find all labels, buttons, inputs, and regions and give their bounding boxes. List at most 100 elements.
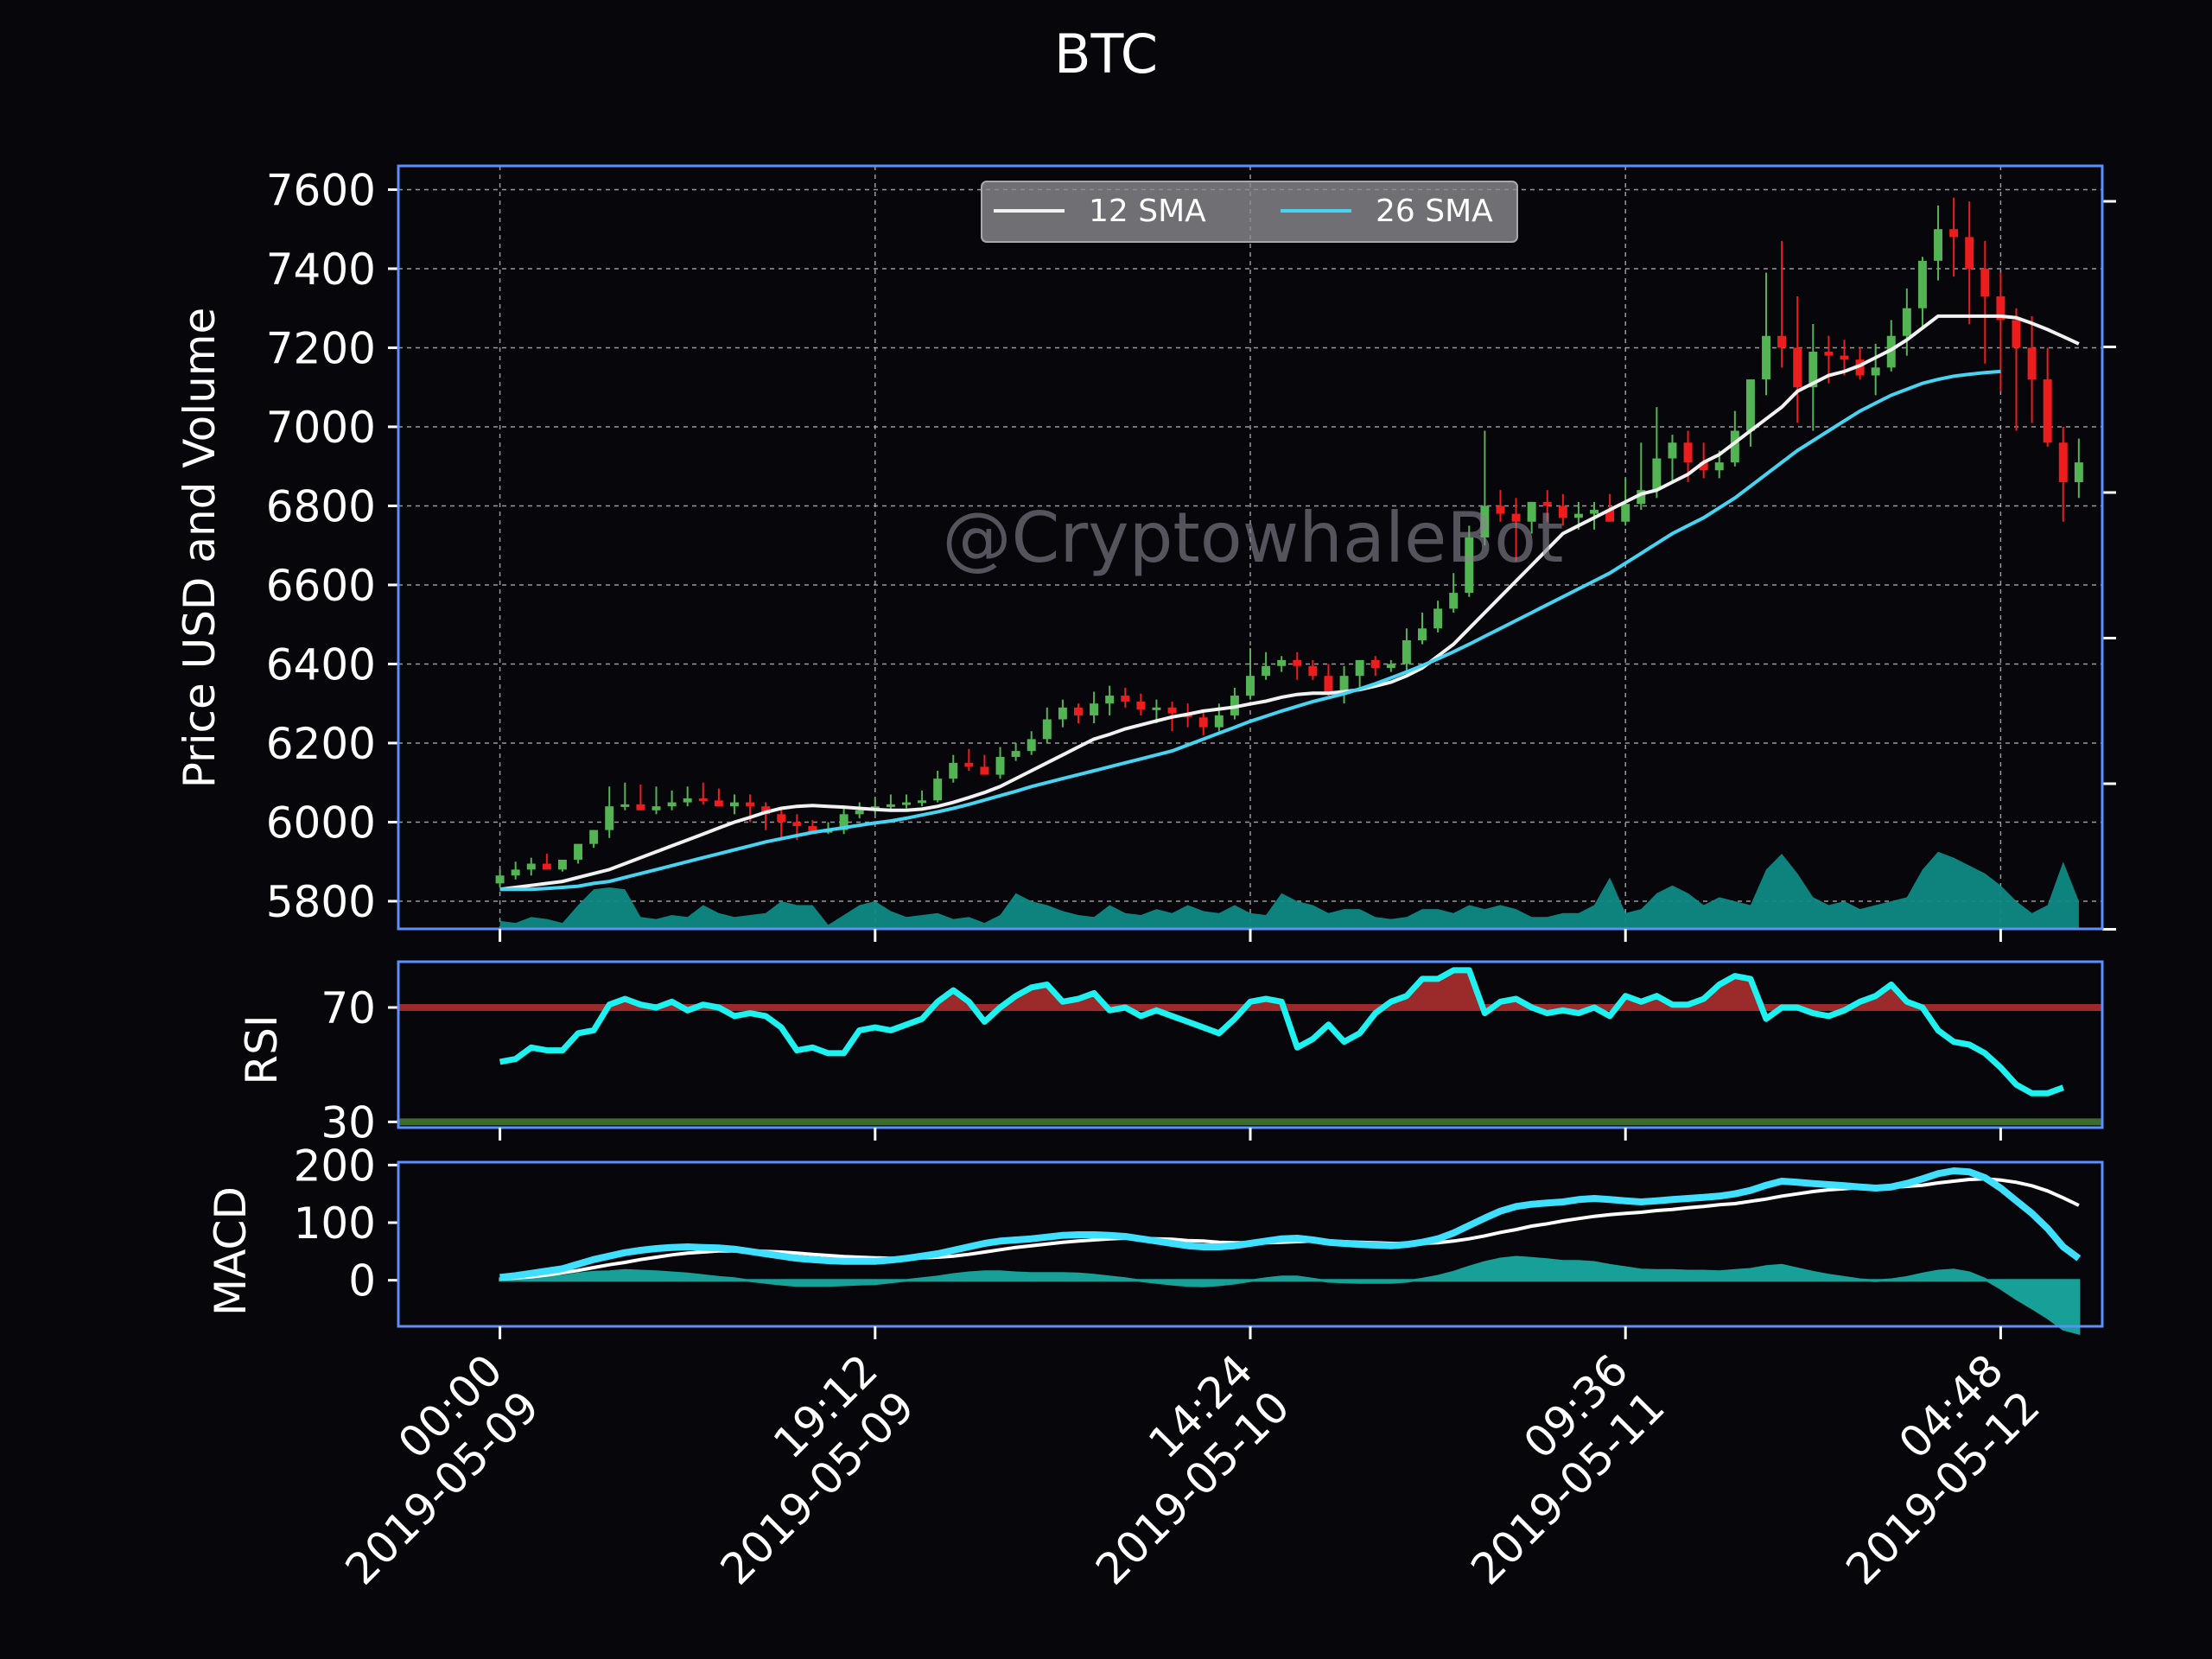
candle-body	[1699, 462, 1708, 471]
candle-body	[1480, 505, 1490, 538]
candle-body	[574, 843, 583, 860]
candle-body	[1668, 442, 1677, 459]
legend: 12 SMA 26 SMA	[981, 181, 1518, 243]
candle-body	[902, 802, 911, 805]
macd-y-ticks: 0 100 200	[294, 1141, 398, 1306]
candle-body	[1824, 352, 1834, 356]
candle-body	[1730, 430, 1739, 463]
candle-body	[2043, 379, 2052, 443]
candle-body	[792, 822, 802, 827]
candle-body	[1277, 659, 1287, 666]
candle-body	[746, 802, 755, 807]
candle-body	[1714, 462, 1724, 471]
candle-body	[918, 800, 927, 804]
candle-body	[698, 798, 708, 802]
candle-body	[995, 756, 1005, 775]
candle-body	[1871, 367, 1880, 376]
candle-body	[1840, 355, 1849, 360]
candle-body	[1246, 676, 1255, 696]
candle-body	[1605, 510, 1615, 522]
candle-body	[1386, 664, 1395, 669]
candle-body	[1762, 335, 1771, 380]
candle-body	[839, 814, 849, 830]
candle-body	[1917, 260, 1927, 308]
rsi-y-label: RSI	[237, 1014, 287, 1084]
candle-body	[1121, 696, 1130, 702]
candle-body	[1465, 537, 1474, 594]
y-tick-label: 100	[294, 1198, 376, 1249]
candle-body	[1855, 359, 1865, 376]
candle-body	[1339, 676, 1349, 692]
candle-body	[1027, 739, 1036, 752]
candle-body	[933, 779, 943, 801]
price-y-label: Price USD and Volume	[175, 308, 225, 789]
candle-body	[542, 863, 551, 870]
candle-body	[2012, 320, 2021, 348]
candle-body	[1011, 751, 1020, 757]
candle-body	[1683, 442, 1693, 463]
candle-body	[1527, 501, 1536, 522]
candle-body	[2058, 442, 2068, 483]
rsi-line	[499, 967, 2064, 1096]
candle-body	[652, 806, 661, 810]
y-tick-label: 7200	[266, 323, 376, 373]
candle-body	[1152, 707, 1161, 710]
y-tick-label: 6800	[266, 481, 376, 531]
candle-body	[1511, 513, 1521, 522]
candle-body	[1652, 458, 1662, 491]
y-tick-label: 6000	[266, 798, 376, 848]
candle-body	[1793, 347, 1802, 388]
y-tick-label: 30	[321, 1097, 376, 1147]
candlesticks	[495, 197, 2083, 887]
candle-body	[1433, 608, 1443, 629]
price-panel: @CryptowhaleBot 5800 6000 6200 6400 6600 6800…	[175, 164, 2116, 931]
candle-body	[886, 804, 895, 807]
candle-body	[1308, 665, 1318, 677]
y-tick-label: 5800	[266, 877, 376, 927]
candle-body	[1886, 335, 1896, 368]
candle-body	[1370, 659, 1380, 669]
macd-histogram	[499, 1255, 2081, 1335]
candle-body	[1590, 510, 1599, 514]
candle-body	[1418, 628, 1427, 641]
candle-body	[1355, 659, 1364, 677]
candle-body	[1996, 296, 2005, 321]
macd-line	[499, 1167, 2082, 1281]
candle-body	[1293, 659, 1302, 666]
candle-body	[1637, 490, 1646, 505]
y-tick-label: 7000	[266, 403, 376, 453]
candle-body	[2027, 347, 2037, 380]
candle-body	[855, 810, 864, 815]
sma26-line	[499, 369, 2001, 892]
candle-body	[1214, 715, 1224, 728]
volume-area-fill	[499, 851, 2079, 929]
y-tick-label: 70	[321, 983, 376, 1033]
candle-body	[1808, 352, 1818, 388]
candle-body	[1136, 701, 1146, 710]
candle-body	[620, 804, 630, 807]
y-tick-label: 6400	[266, 639, 376, 690]
y-tick-label: 7600	[266, 165, 376, 215]
candle-body	[1902, 308, 1911, 336]
candle-body	[1449, 593, 1459, 609]
candle-body	[761, 806, 771, 815]
price-right-ticks	[2102, 200, 2116, 931]
candle-body	[808, 826, 817, 832]
candle-body	[1777, 335, 1787, 348]
y-tick-label: 200	[294, 1141, 376, 1191]
candle-body	[1198, 717, 1208, 728]
y-tick-label: 6600	[266, 561, 376, 611]
candle-body	[557, 859, 567, 870]
candle-body	[949, 762, 958, 779]
candle-body	[1965, 237, 1974, 269]
volume-area	[499, 851, 2079, 929]
candle-body	[683, 798, 692, 803]
candle-body	[526, 863, 536, 870]
candle-body	[605, 806, 614, 830]
candle-body	[964, 762, 974, 767]
candle-body	[1496, 505, 1505, 514]
candle-body	[980, 766, 989, 775]
candle-body	[1324, 676, 1333, 692]
candle-body	[714, 800, 723, 807]
